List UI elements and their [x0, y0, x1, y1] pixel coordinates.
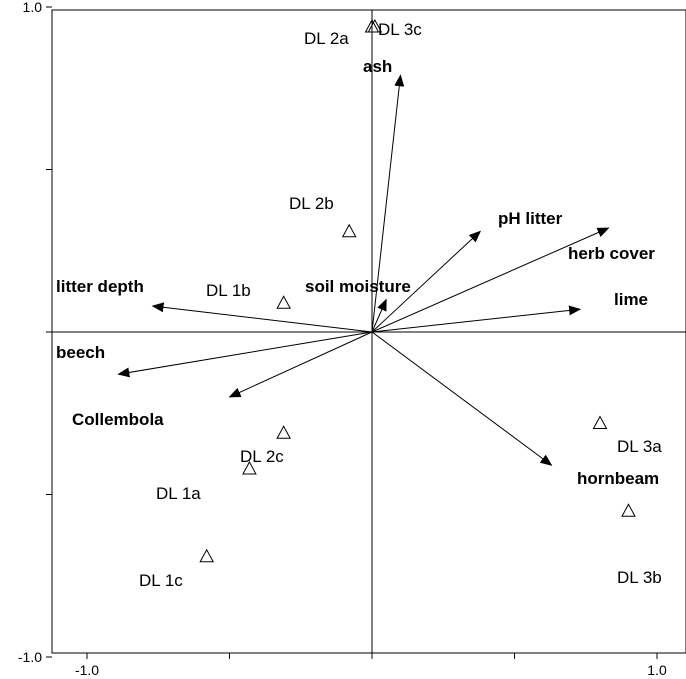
- site-marker-dl-2b: [343, 225, 356, 237]
- site-marker-dl-1b: [277, 296, 290, 308]
- site-label-dl-2c: DL 2c: [240, 447, 284, 466]
- arrow-lime: [372, 309, 580, 332]
- site-label-dl-3b: DL 3b: [617, 568, 662, 587]
- site-label-dl-1c: DL 1c: [139, 571, 183, 590]
- site-label-dl-3c: DL 3c: [378, 20, 422, 39]
- y-tick-label: -1.0: [18, 649, 42, 665]
- site-marker-dl-2c: [277, 426, 290, 438]
- axis-ticks: [46, 7, 657, 659]
- arrow-litter-depth: [153, 306, 372, 332]
- site-label-dl-3a: DL 3a: [617, 437, 662, 456]
- arrow-label-soil-moisture: soil moisture: [305, 277, 411, 296]
- variable-arrows: ash pH litter herb cover lime soil moisture l…: [56, 57, 659, 488]
- arrow-label-collembola: Collembola: [72, 410, 164, 429]
- y-tick-label: 1.0: [23, 0, 43, 15]
- arrow-hornbeam: [372, 332, 552, 465]
- x-tick-label: -1.0: [75, 662, 99, 678]
- site-label-dl-1a: DL 1a: [156, 484, 201, 503]
- site-marker-dl-3a: [594, 417, 607, 429]
- arrow-collembola: [230, 332, 373, 397]
- arrow-label-hornbeam: hornbeam: [577, 469, 659, 488]
- site-label-dl-2b: DL 2b: [289, 194, 334, 213]
- site-marker-dl-1c: [200, 550, 213, 562]
- x-tick-label: 1.0: [647, 662, 667, 678]
- arrow-label-beech: beech: [56, 343, 105, 362]
- site-label-dl-1b: DL 1b: [206, 281, 251, 300]
- arrow-label-lime: lime: [614, 290, 648, 309]
- site-marker-dl-3b: [622, 504, 635, 516]
- arrow-label-herb-cover: herb cover: [568, 244, 655, 263]
- site-label-dl-2a: DL 2a: [304, 29, 349, 48]
- axis-tick-labels: -1.0 1.0 1.0 -1.0: [18, 0, 667, 678]
- arrow-label-ph-litter: pH litter: [498, 209, 563, 228]
- arrow-beech: [118, 332, 372, 374]
- arrow-label-ash: ash: [363, 57, 392, 76]
- arrow-label-litter-depth: litter depth: [56, 277, 144, 296]
